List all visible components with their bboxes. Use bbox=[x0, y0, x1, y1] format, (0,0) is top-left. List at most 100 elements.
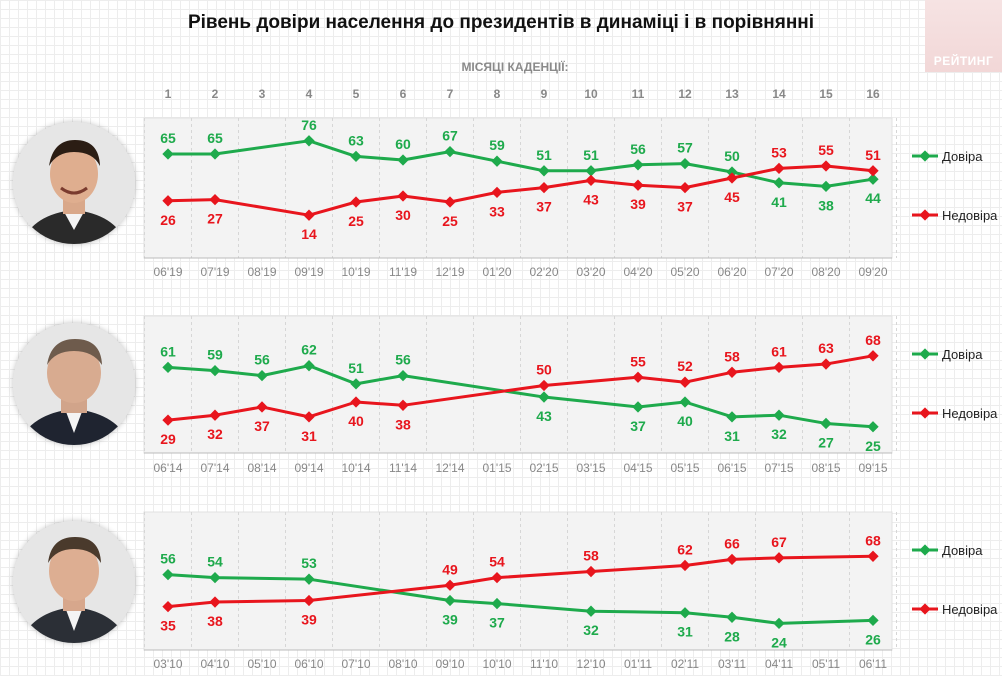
trust-point bbox=[303, 360, 315, 372]
distrust-line-3 bbox=[167, 554, 874, 609]
month-number-8: 8 bbox=[494, 87, 501, 101]
tick-label-03'10: 03'10 bbox=[154, 657, 183, 671]
distrust-data-label: 38 bbox=[395, 416, 411, 432]
trust-point bbox=[726, 411, 738, 423]
distrust-point bbox=[538, 181, 550, 194]
trust-data-label: 25 bbox=[865, 438, 881, 454]
distrust-data-label: 31 bbox=[301, 428, 317, 444]
trust-data-label: 57 bbox=[677, 140, 693, 156]
distrust-point bbox=[726, 366, 738, 378]
trust-data-label: 24 bbox=[771, 634, 787, 650]
tick-label-09'19: 09'19 bbox=[295, 265, 324, 279]
trust-point bbox=[679, 396, 691, 408]
tick-label-12'19: 12'19 bbox=[436, 265, 465, 279]
tick-label-11'10: 11'10 bbox=[530, 657, 558, 671]
trust-point bbox=[585, 605, 597, 617]
month-number-14: 14 bbox=[772, 87, 786, 101]
distrust-point bbox=[303, 411, 315, 423]
distrust-data-label: 14 bbox=[301, 226, 317, 242]
trust-data-label: 53 bbox=[301, 555, 317, 571]
trust-point bbox=[256, 369, 268, 382]
trust-data-label: 41 bbox=[771, 194, 787, 210]
tick-label-01'11: 01'11 bbox=[624, 657, 652, 671]
trust-data-label: 65 bbox=[160, 130, 176, 146]
trust-data-label: 65 bbox=[207, 130, 223, 146]
month-number-3: 3 bbox=[259, 87, 266, 101]
distrust-point bbox=[773, 361, 785, 374]
distrust-data-label: 25 bbox=[348, 213, 364, 229]
trust-point bbox=[162, 361, 174, 374]
trust-data-label: 40 bbox=[677, 413, 693, 429]
trust-data-label: 32 bbox=[583, 622, 599, 638]
tick-label-10'14: 10'14 bbox=[342, 461, 371, 475]
distrust-point bbox=[491, 186, 503, 199]
month-number-6: 6 bbox=[400, 87, 407, 101]
trust-data-label: 37 bbox=[489, 615, 505, 631]
distrust-point bbox=[397, 399, 409, 411]
tick-label-05'15: 05'15 bbox=[671, 461, 700, 475]
logo-text: РЕЙТИНГ bbox=[933, 54, 994, 68]
trust-data-label: 39 bbox=[442, 612, 458, 628]
tick-label-03'20: 03'20 bbox=[577, 265, 606, 279]
president-photo-2 bbox=[13, 323, 135, 445]
distrust-data-label: 30 bbox=[395, 207, 411, 223]
distrust-data-label: 66 bbox=[724, 535, 740, 551]
tick-label-02'11: 02'11 bbox=[671, 657, 699, 671]
distrust-data-label: 26 bbox=[160, 212, 176, 228]
distrust-point bbox=[209, 596, 221, 608]
legend-trust-label: Довіра bbox=[942, 543, 983, 558]
legend-trust-label: Довіра bbox=[942, 149, 983, 164]
tick-label-08'20: 08'20 bbox=[812, 265, 841, 279]
tick-label-04'15: 04'15 bbox=[624, 461, 653, 475]
trust-data-label: 26 bbox=[865, 631, 881, 647]
month-number-4: 4 bbox=[306, 87, 313, 101]
tick-label-07'20: 07'20 bbox=[765, 265, 794, 279]
trust-data-label: 56 bbox=[630, 141, 646, 157]
distrust-data-label: 25 bbox=[442, 213, 458, 229]
trust-point bbox=[726, 611, 738, 623]
trust-data-label: 56 bbox=[254, 352, 270, 368]
trust-data-label: 62 bbox=[301, 342, 317, 358]
distrust-point bbox=[726, 172, 738, 184]
trust-point bbox=[867, 421, 879, 433]
trust-data-label: 37 bbox=[630, 418, 646, 434]
distrust-data-label: 68 bbox=[865, 532, 881, 548]
trust-data-label: 59 bbox=[207, 347, 223, 363]
trust-data-label: 61 bbox=[160, 343, 176, 359]
trust-point bbox=[209, 148, 221, 160]
trust-data-label: 63 bbox=[348, 132, 364, 148]
months-label: МІСЯЦІ КАДЕНЦІЇ: bbox=[461, 60, 569, 74]
distrust-point bbox=[773, 162, 785, 175]
distrust-point bbox=[491, 571, 503, 584]
tick-label-02'20: 02'20 bbox=[530, 265, 559, 279]
trust-point bbox=[867, 173, 879, 185]
trust-data-label: 50 bbox=[724, 148, 740, 164]
tick-label-04'10: 04'10 bbox=[201, 657, 230, 671]
tick-label-11'14: 11'14 bbox=[389, 461, 417, 475]
trust-data-label: 28 bbox=[724, 628, 740, 644]
distrust-point bbox=[444, 579, 456, 591]
legend-distrust-marker bbox=[919, 209, 931, 221]
trust-data-label: 44 bbox=[865, 190, 881, 206]
tick-label-01'15: 01'15 bbox=[483, 461, 512, 475]
trust-point bbox=[585, 165, 597, 177]
month-number-10: 10 bbox=[584, 87, 598, 101]
distrust-data-label: 40 bbox=[348, 413, 364, 429]
tick-label-09'10: 09'10 bbox=[436, 657, 465, 671]
tick-label-11'19: 11'19 bbox=[389, 265, 417, 279]
trust-point bbox=[867, 614, 879, 627]
trust-point bbox=[820, 417, 832, 430]
distrust-point bbox=[397, 190, 409, 202]
month-number-7: 7 bbox=[447, 87, 454, 101]
trust-point bbox=[209, 571, 221, 584]
distrust-data-label: 29 bbox=[160, 431, 176, 447]
distrust-point bbox=[679, 181, 691, 194]
tick-label-09'15: 09'15 bbox=[859, 461, 888, 475]
legend-trust-marker bbox=[919, 150, 931, 162]
distrust-point bbox=[350, 196, 362, 208]
month-number-9: 9 bbox=[541, 87, 548, 101]
trust-data-label: 60 bbox=[395, 136, 411, 152]
distrust-point bbox=[632, 371, 644, 383]
distrust-data-label: 68 bbox=[865, 332, 881, 348]
